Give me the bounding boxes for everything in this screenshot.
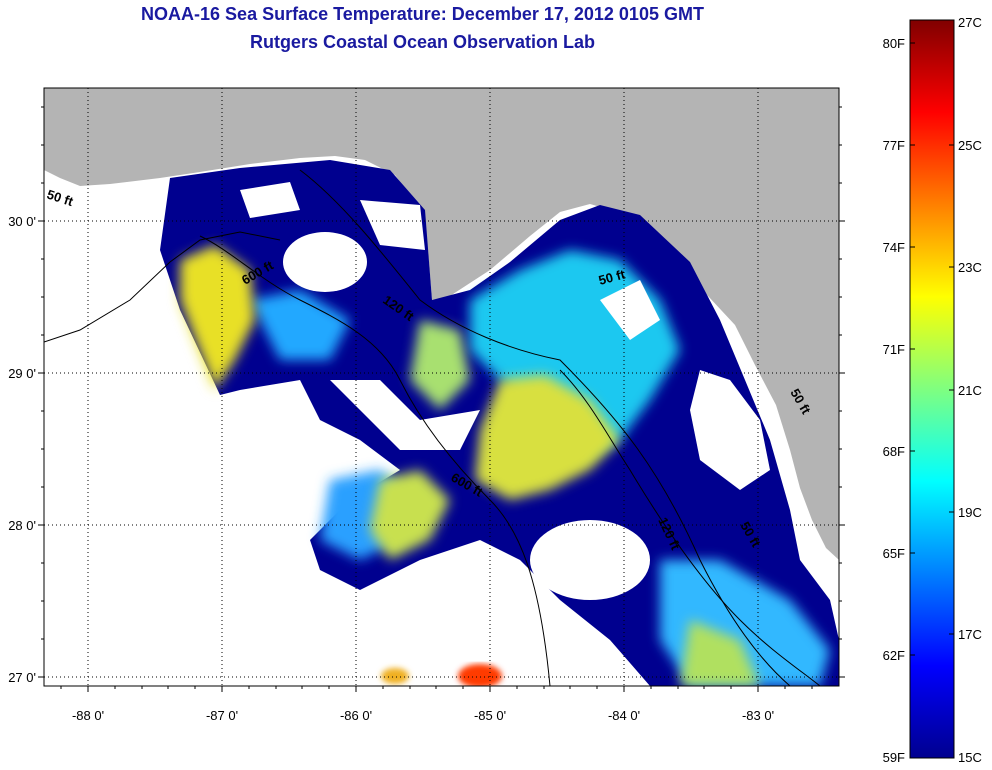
lat-label: 30 0' xyxy=(8,214,36,229)
map-subtitle: Rutgers Coastal Ocean Observation Lab xyxy=(249,32,596,52)
map-border xyxy=(43,87,840,687)
c-label: 19C xyxy=(958,505,982,520)
c-label: 21C xyxy=(958,383,982,398)
sst-hot-spot xyxy=(381,664,502,686)
bathymetry-contours xyxy=(44,169,821,686)
lon-label: -84 0' xyxy=(608,708,640,723)
f-label: 77F xyxy=(883,138,905,153)
c-label: 27C xyxy=(958,15,982,30)
f-label: 68F xyxy=(883,444,905,459)
colorbar xyxy=(909,19,955,759)
f-label: 80F xyxy=(883,36,905,51)
lon-label: -83 0' xyxy=(742,708,774,723)
c-label: 23C xyxy=(958,260,982,275)
lat-label: 29 0' xyxy=(8,366,36,381)
lat-label: 27 0' xyxy=(8,670,36,685)
c-label: 15C xyxy=(958,750,982,765)
f-label: 65F xyxy=(883,546,905,561)
lat-label: 28 0' xyxy=(8,518,36,533)
lon-label: -86 0' xyxy=(340,708,372,723)
c-label: 17C xyxy=(958,627,982,642)
f-label: 59F xyxy=(883,750,905,765)
f-label: 74F xyxy=(883,240,905,255)
map-title: NOAA-16 Sea Surface Temperature: Decembe… xyxy=(141,4,704,24)
f-label: 62F xyxy=(883,648,905,663)
colorbar-c-ticks xyxy=(949,144,954,635)
f-label: 71F xyxy=(883,342,905,357)
right-ticks xyxy=(839,106,845,678)
longitude-labels: -88 0' -87 0' -86 0' -85 0' -84 0' -83 0… xyxy=(72,708,774,723)
latitude-labels: 30 0' 29 0' 28 0' 27 0' xyxy=(8,214,36,685)
colorbar-c-labels: 27C 25C 23C 21C 19C 17C 15C xyxy=(958,15,982,765)
c-label: 25C xyxy=(958,138,982,153)
left-ticks xyxy=(38,106,44,678)
lat-lon-grid xyxy=(44,88,839,686)
colorbar-f-ticks xyxy=(910,42,915,656)
bottom-ticks xyxy=(60,686,813,692)
lon-label: -88 0' xyxy=(72,708,104,723)
land-mass xyxy=(44,88,839,560)
lon-label: -85 0' xyxy=(474,708,506,723)
lon-label: -87 0' xyxy=(206,708,238,723)
cloud-gaps xyxy=(240,182,770,600)
sst-warm-region xyxy=(180,245,760,686)
contour-label: 50 ft xyxy=(597,266,627,288)
colorbar-f-labels: 80F 77F 74F 71F 68F 65F 62F 59F xyxy=(883,36,905,765)
